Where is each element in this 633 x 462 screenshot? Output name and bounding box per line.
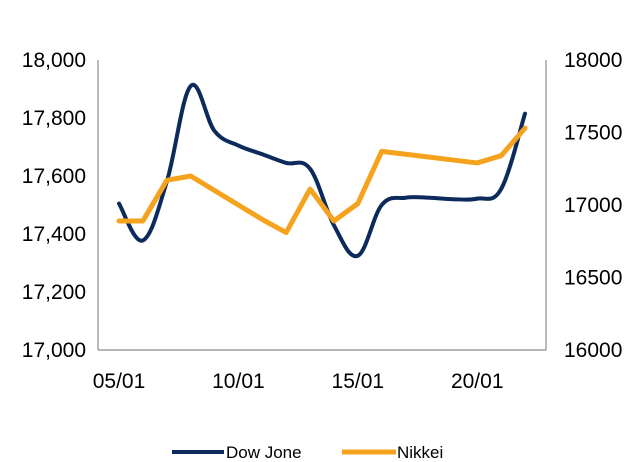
x-tick-label: 20/01 <box>451 370 504 393</box>
x-tick-label: 05/01 <box>93 370 146 393</box>
left-y-tick-label: 17,000 <box>22 339 86 362</box>
left-y-tick-label: 18,000 <box>22 49 86 72</box>
left-y-tick-label: 17,200 <box>22 281 86 304</box>
series-lines <box>116 82 528 259</box>
series-line-dow-jone <box>117 82 527 259</box>
x-tick-label: 10/01 <box>212 370 265 393</box>
legend-label: Nikkei <box>397 443 443 462</box>
left-y-tick-label: 17,400 <box>22 223 86 246</box>
right-y-tick-label: 17000 <box>564 194 622 217</box>
axes <box>97 60 547 351</box>
x-tick-label: 15/01 <box>332 370 385 393</box>
left-y-tick-labels: 17,000 17,200 17,400 17,600 17,800 18,000 <box>22 49 86 362</box>
series-line-nikkei <box>116 125 528 236</box>
left-y-tick-label: 17,600 <box>22 165 86 188</box>
right-y-tick-label: 18000 <box>564 49 622 72</box>
right-y-tick-labels: 16000 16500 17000 17500 18000 <box>564 49 622 362</box>
x-tick-labels: 05/01 10/01 15/01 20/01 <box>93 370 504 393</box>
legend: Dow Jone Nikkei <box>172 443 443 462</box>
left-y-tick-label: 17,800 <box>22 107 86 130</box>
right-y-tick-label: 17500 <box>564 122 622 145</box>
legend-label: Dow Jone <box>226 443 302 462</box>
right-y-tick-label: 16000 <box>564 339 622 362</box>
right-y-tick-label: 16500 <box>564 267 622 290</box>
